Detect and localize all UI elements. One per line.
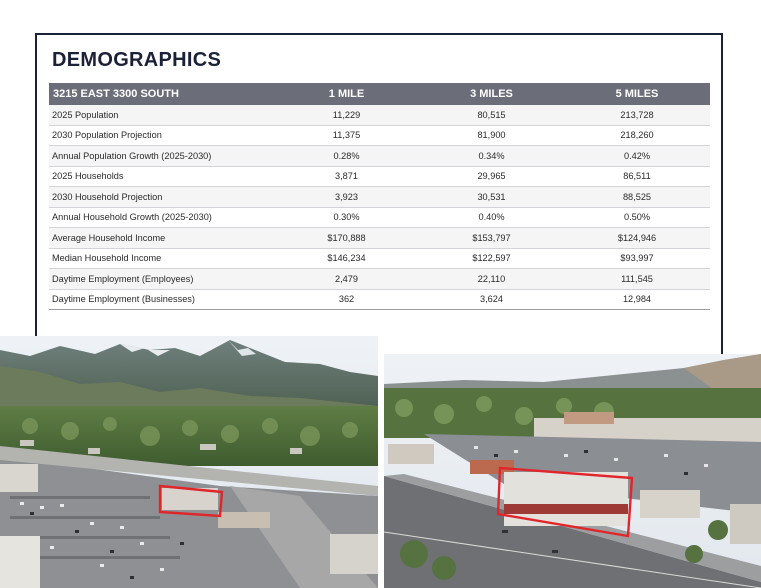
demographics-table: 3215 EAST 3300 SOUTH 1 MILE 3 MILES 5 MI… bbox=[49, 83, 710, 310]
table-row: Daytime Employment (Employees) 2,479 22,… bbox=[49, 268, 710, 290]
table-row: 2030 Household Projection 3,923 30,531 8… bbox=[49, 186, 710, 208]
row-label: Daytime Employment (Businesses) bbox=[49, 289, 274, 310]
cell-5-miles: 12,984 bbox=[564, 289, 710, 310]
cell-5-miles: $124,946 bbox=[564, 227, 710, 249]
table-row: Annual Population Growth (2025-2030) 0.2… bbox=[49, 145, 710, 167]
cell-1-mile: 0.30% bbox=[274, 207, 419, 228]
cell-1-mile: 3,871 bbox=[274, 166, 419, 187]
aerial-mountain-photo bbox=[0, 336, 378, 588]
row-label: Annual Population Growth (2025-2030) bbox=[49, 145, 274, 167]
cell-5-miles: 111,545 bbox=[564, 268, 710, 290]
cell-1-mile: 3,923 bbox=[274, 186, 419, 208]
column-header-3-miles: 3 MILES bbox=[419, 83, 564, 105]
table-row: 2025 Population 11,229 80,515 213,728 bbox=[49, 105, 710, 126]
cell-1-mile: 11,229 bbox=[274, 105, 419, 126]
aerial-street-photo bbox=[384, 354, 761, 588]
aerial-street-icon bbox=[384, 354, 761, 588]
table-row: 2030 Population Projection 11,375 81,900… bbox=[49, 125, 710, 146]
row-label: Daytime Employment (Employees) bbox=[49, 268, 274, 290]
cell-3-miles: 0.40% bbox=[419, 207, 564, 228]
cell-5-miles: $93,997 bbox=[564, 248, 710, 269]
row-label: 2030 Population Projection bbox=[49, 125, 274, 146]
cell-5-miles: 88,525 bbox=[564, 186, 710, 208]
cell-5-miles: 86,511 bbox=[564, 166, 710, 187]
cell-5-miles: 0.42% bbox=[564, 145, 710, 167]
row-label: Annual Household Growth (2025-2030) bbox=[49, 207, 274, 228]
table-row: 2025 Households 3,871 29,965 86,511 bbox=[49, 166, 710, 187]
cell-3-miles: 30,531 bbox=[419, 186, 564, 208]
table-header-row: 3215 EAST 3300 SOUTH 1 MILE 3 MILES 5 MI… bbox=[49, 83, 710, 105]
cell-3-miles: 3,624 bbox=[419, 289, 564, 310]
table-row: Median Household Income $146,234 $122,59… bbox=[49, 248, 710, 269]
cell-5-miles: 0.50% bbox=[564, 207, 710, 228]
page-title: DEMOGRAPHICS bbox=[52, 49, 222, 71]
cell-5-miles: 218,260 bbox=[564, 125, 710, 146]
cell-3-miles: 80,515 bbox=[419, 105, 564, 126]
row-label: 2025 Households bbox=[49, 166, 274, 187]
cell-3-miles: 22,110 bbox=[419, 268, 564, 290]
cell-3-miles: $153,797 bbox=[419, 227, 564, 249]
cell-1-mile: 362 bbox=[274, 289, 419, 310]
table-row: Annual Household Growth (2025-2030) 0.30… bbox=[49, 207, 710, 228]
column-header-address: 3215 EAST 3300 SOUTH bbox=[49, 83, 274, 105]
cell-3-miles: $122,597 bbox=[419, 248, 564, 269]
cell-1-mile: 0.28% bbox=[274, 145, 419, 167]
column-header-5-miles: 5 MILES bbox=[564, 83, 710, 105]
cell-1-mile: $170,888 bbox=[274, 227, 419, 249]
row-label: Median Household Income bbox=[49, 248, 274, 269]
cell-1-mile: 2,479 bbox=[274, 268, 419, 290]
cell-3-miles: 0.34% bbox=[419, 145, 564, 167]
column-header-1-mile: 1 MILE bbox=[274, 83, 419, 105]
cell-1-mile: 11,375 bbox=[274, 125, 419, 146]
cell-3-miles: 29,965 bbox=[419, 166, 564, 187]
aerial-mountain-icon bbox=[0, 336, 378, 588]
cell-3-miles: 81,900 bbox=[419, 125, 564, 146]
cell-5-miles: 213,728 bbox=[564, 105, 710, 126]
table-row: Daytime Employment (Businesses) 362 3,62… bbox=[49, 289, 710, 310]
row-label: Average Household Income bbox=[49, 227, 274, 249]
row-label: 2025 Population bbox=[49, 105, 274, 126]
cell-1-mile: $146,234 bbox=[274, 248, 419, 269]
row-label: 2030 Household Projection bbox=[49, 186, 274, 208]
table-row: Average Household Income $170,888 $153,7… bbox=[49, 227, 710, 249]
